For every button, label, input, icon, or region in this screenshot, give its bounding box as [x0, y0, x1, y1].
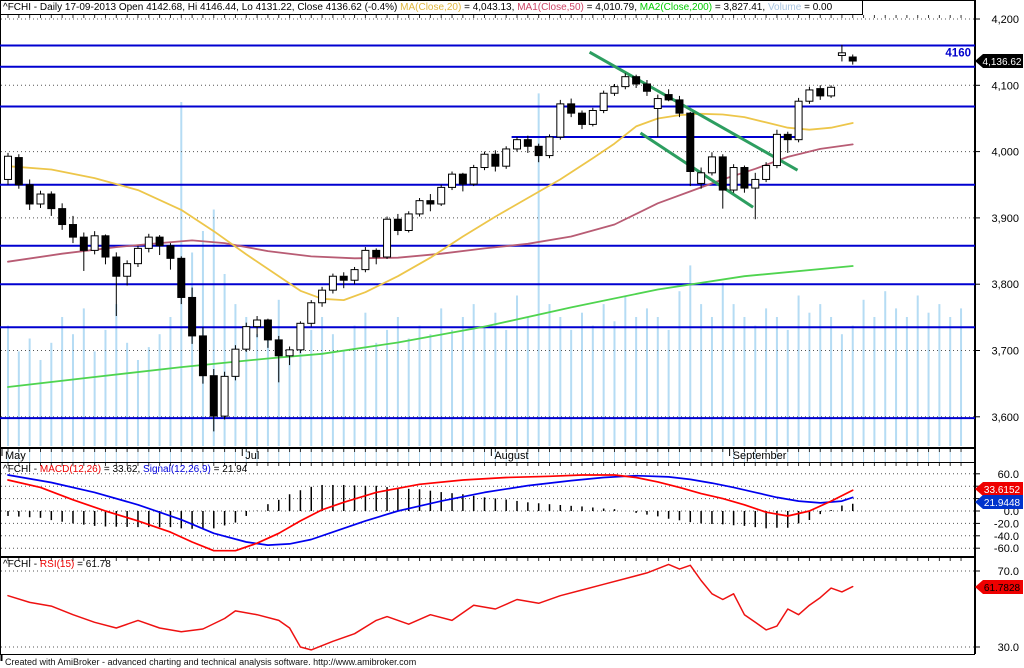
candlesticks — [4, 44, 857, 432]
trend-channel-lines — [588, 50, 799, 209]
axis-label: -20.0 — [994, 518, 1019, 530]
axis-label: 4,000 — [991, 147, 1019, 159]
month-label: May — [5, 450, 26, 462]
title-segment: MA(Close,20) — [400, 2, 462, 13]
axis-label: 3,600 — [991, 412, 1019, 424]
title-segment: = 4,010.79, — [583, 2, 640, 13]
title-segment: ^FCHI - — [3, 464, 40, 475]
day-ticks-main — [7, 15, 962, 18]
axis-label: 3,700 — [991, 346, 1019, 358]
svg-text:21.9448: 21.9448 — [984, 498, 1021, 509]
rsi-panel-title: ^FCHI - RSI(15) = 61.78 — [3, 558, 403, 571]
title-segment: ^FCHI - — [3, 559, 40, 570]
value-badge: 4,136.62 — [975, 54, 1023, 68]
main-chart-title: ^FCHI - Daily 17-09-2013 Open 4142.68, H… — [3, 1, 859, 14]
title-segment: ^FCHI - Daily 17-09-2013 Open 4142.68, H… — [3, 2, 401, 13]
macd-signal-line — [7, 474, 854, 546]
title-segment: MACD(12,26) — [39, 464, 102, 475]
right-axis-gutter: 4,200 4,100 4,000 3,900 3,800 3,700 3,600 60.0 4… — [975, 0, 1023, 654]
main-price-panel: 4160 — [0, 0, 975, 448]
ma200-line — [7, 265, 854, 388]
level-4160-label: 4160 — [945, 48, 971, 60]
title-strip — [0, 0, 863, 15]
value-badge: 21.9448 — [975, 495, 1023, 509]
title-segment: = 3,827.41, — [712, 2, 768, 13]
value-badge: 33.6152 — [975, 482, 1023, 496]
ma50-line — [7, 143, 854, 263]
svg-text:33.6152: 33.6152 — [984, 485, 1021, 496]
title-segment: Volume — [767, 2, 802, 13]
month-label: September — [733, 450, 787, 462]
axis-label: 4,200 — [991, 14, 1019, 26]
title-segment: MA1(Close,50) — [517, 2, 584, 13]
volume-bars — [7, 93, 963, 447]
macd-panel-title: ^FCHI - MACD(12,26) = 33.62, Signal(12,2… — [3, 463, 403, 476]
svg-text:61.7828: 61.7828 — [984, 583, 1021, 594]
rsi-line — [7, 563, 854, 651]
svg-text:4,136.62: 4,136.62 — [983, 57, 1022, 68]
title-segment: Signal(12,26,9) — [143, 464, 211, 475]
macd-panel — [0, 462, 975, 557]
date-axis: May Jul August September — [0, 448, 975, 463]
month-label: Jul — [245, 450, 259, 462]
axis-label: -40.0 — [994, 531, 1019, 543]
title-segment: = 33.62, — [101, 464, 144, 475]
axis-label: -60.0 — [994, 543, 1019, 555]
macd-line — [7, 474, 854, 552]
macd-histogram — [7, 484, 854, 529]
ma20-line — [7, 112, 854, 302]
title-segment: = 61.78 — [74, 559, 111, 570]
axis-label: 60.0 — [998, 469, 1019, 481]
rsi-panel — [0, 557, 975, 655]
axis-label: 3,900 — [991, 213, 1019, 225]
axis-label: 4,100 — [991, 80, 1019, 92]
axis-label: 30.0 — [998, 642, 1019, 654]
axis-label: 70.0 — [998, 566, 1019, 578]
title-segment: = 21.94 — [210, 464, 248, 475]
title-segment: RSI(15) — [39, 559, 75, 570]
footer-credit: Created with AmiBroker - advanced charti… — [5, 657, 417, 667]
title-segment: = 4,043.13, — [461, 2, 518, 13]
title-segment: = 0.00 — [801, 2, 833, 13]
axis-label: 3,800 — [991, 279, 1019, 291]
value-badge: 61.7828 — [975, 580, 1023, 594]
title-segment: MA2(Close,200) — [639, 2, 713, 13]
month-label: August — [494, 450, 528, 462]
support-resistance-lines — [0, 44, 975, 420]
